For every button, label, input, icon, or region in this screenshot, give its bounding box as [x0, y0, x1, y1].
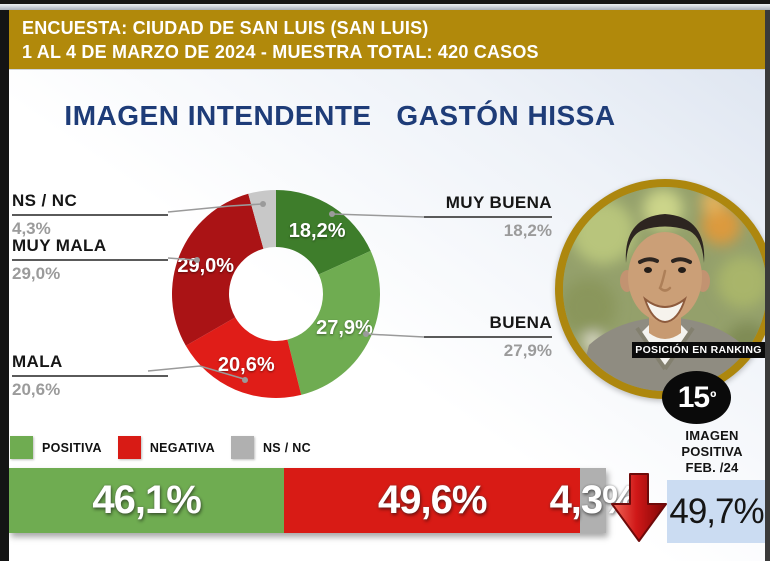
- callout-mala-value: 20,6%: [12, 380, 61, 399]
- top-black-strip: [0, 0, 770, 4]
- callout-ns-nc-label: NS / NC: [12, 191, 168, 216]
- header-banner: ENCUESTA: CIUDAD DE SAN LUIS (SAN LUIS) …: [9, 10, 765, 70]
- donut-slice-buena: [287, 250, 380, 395]
- legend: POSITIVA NEGATIVA NS / NC: [10, 436, 327, 459]
- bar-value-positiva: 46,1%: [92, 478, 201, 522]
- ranking-caption: POSICIÓN EN RANKING: [632, 342, 765, 358]
- donut-slice-muy-mala: [172, 193, 264, 346]
- bar-value-negativa: 49,6%: [378, 478, 487, 522]
- legend-item-positiva: POSITIVA: [10, 436, 110, 459]
- legend-label-ns-nc: NS / NC: [262, 440, 311, 455]
- callout-mala: MALA 20,6%: [12, 352, 168, 400]
- callout-ns-nc: NS / NC 4,3%: [12, 191, 168, 239]
- ranking-position-badge: 15 º: [662, 371, 731, 424]
- legend-label-negativa: NEGATIVA: [149, 440, 215, 455]
- previous-value-box: 49,7%: [667, 480, 766, 543]
- legend-swatch-ns-nc: [230, 436, 254, 459]
- donut-value-muy-buena: 18,2%: [289, 220, 346, 242]
- top-silver-strip: [0, 4, 770, 10]
- previous-image-line-1: IMAGEN: [685, 428, 739, 443]
- legend-swatch-negativa: [117, 436, 141, 459]
- banner-line-2: 1 AL 4 DE MARZO DE 2024 - MUESTRA TOTAL:…: [22, 42, 539, 62]
- previous-image-line-3: FEB. /24: [685, 460, 739, 475]
- donut-value-muy-mala: 29,0%: [177, 255, 234, 277]
- callout-buena-label: BUENA: [424, 313, 552, 338]
- previous-image-label: IMAGEN POSITIVA FEB. /24: [652, 428, 770, 476]
- callout-muy-mala-label: MUY MALA: [12, 236, 168, 261]
- donut-chart: 18,2% 27,9% 20,6% 29,0%: [172, 190, 380, 398]
- bar-segment-positiva: 46,1%: [9, 468, 285, 533]
- bar-segment-negativa: 49,6%: [284, 468, 581, 533]
- donut-slice-muy-buena: [276, 190, 371, 275]
- callout-buena-value: 27,9%: [503, 341, 552, 360]
- donut-value-mala: 20,6%: [218, 354, 275, 376]
- callout-buena: BUENA 27,9%: [424, 313, 552, 361]
- candidate-photo: [563, 187, 767, 391]
- trend-down-arrow: [611, 473, 667, 542]
- legend-item-negativa: NEGATIVA: [117, 436, 223, 459]
- banner-line-1: ENCUESTA: CIUDAD DE SAN LUIS (SAN LUIS): [22, 18, 429, 38]
- page-title: IMAGEN INTENDENTE GASTÓN HISSA: [64, 100, 616, 131]
- left-frame-border: [0, 0, 9, 561]
- ranking-position-number: 15: [677, 380, 710, 414]
- bar-segment-ns-nc: 4,3%: [550, 468, 638, 533]
- legend-item-ns-nc: NS / NC: [230, 436, 319, 459]
- callout-muy-mala: MUY MALA 29,0%: [12, 236, 168, 284]
- previous-image-line-2: POSITIVA: [681, 444, 743, 459]
- callout-mala-label: MALA: [12, 352, 168, 377]
- donut-value-buena: 27,9%: [316, 317, 373, 339]
- callout-muy-mala-value: 29,0%: [12, 264, 61, 283]
- right-frame-border: [765, 0, 770, 561]
- legend-label-positiva: POSITIVA: [42, 440, 102, 455]
- callout-muy-buena-value: 18,2%: [503, 221, 552, 240]
- summary-stacked-bar: 46,1% 49,6% 4,3%: [9, 468, 638, 533]
- callout-muy-buena-label: MUY BUENA: [424, 193, 552, 218]
- candidate-photo-ring: [555, 179, 770, 399]
- callout-muy-buena: MUY BUENA 18,2%: [424, 193, 552, 241]
- callout-ns-nc-value: 4,3%: [12, 219, 51, 238]
- legend-swatch-positiva: [10, 436, 33, 459]
